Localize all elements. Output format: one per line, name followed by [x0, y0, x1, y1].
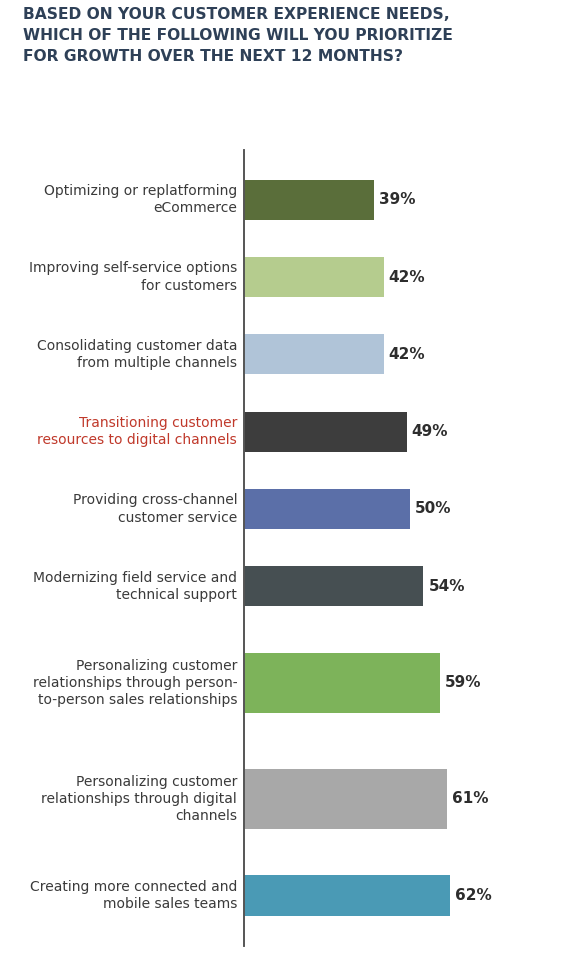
Bar: [244, 875, 450, 916]
Text: 39%: 39%: [379, 192, 415, 207]
Text: Transitioning customer
resources to digital channels: Transitioning customer resources to digi…: [37, 416, 237, 448]
Text: 54%: 54%: [429, 579, 465, 593]
Text: 61%: 61%: [452, 791, 488, 807]
Bar: [244, 179, 374, 220]
Text: 42%: 42%: [388, 346, 425, 362]
Text: Personalizing customer
relationships through person-
to-person sales relationshi: Personalizing customer relationships thr…: [33, 658, 237, 707]
Text: 50%: 50%: [415, 502, 452, 516]
Text: Optimizing or replatforming
eCommerce: Optimizing or replatforming eCommerce: [44, 184, 237, 215]
Bar: [244, 257, 383, 297]
Text: Modernizing field service and
technical support: Modernizing field service and technical …: [33, 570, 237, 602]
Text: Personalizing customer
relationships through digital
channels: Personalizing customer relationships thr…: [41, 775, 237, 823]
Text: 59%: 59%: [445, 676, 481, 690]
Bar: [244, 412, 407, 452]
Text: BASED ON YOUR CUSTOMER EXPERIENCE NEEDS,
WHICH OF THE FOLLOWING WILL YOU PRIORIT: BASED ON YOUR CUSTOMER EXPERIENCE NEEDS,…: [23, 7, 452, 64]
Text: 62%: 62%: [455, 888, 492, 903]
Bar: [244, 652, 440, 713]
Bar: [244, 769, 447, 829]
Bar: [244, 489, 410, 529]
Text: Providing cross-channel
customer service: Providing cross-channel customer service: [73, 493, 237, 525]
Text: Consolidating customer data
from multiple channels: Consolidating customer data from multipl…: [37, 339, 237, 370]
Text: Creating more connected and
mobile sales teams: Creating more connected and mobile sales…: [30, 880, 237, 911]
Text: 49%: 49%: [412, 425, 448, 439]
Bar: [244, 566, 424, 606]
Text: 42%: 42%: [388, 269, 425, 285]
Bar: [244, 334, 383, 374]
Text: Improving self-service options
for customers: Improving self-service options for custo…: [29, 262, 237, 292]
